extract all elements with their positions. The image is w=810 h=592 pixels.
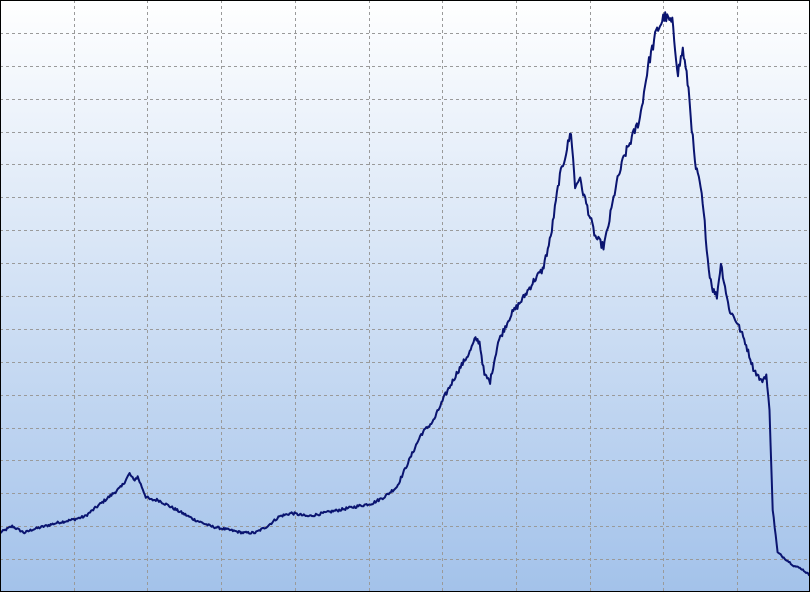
series-layer bbox=[0, 11, 810, 577]
series-line bbox=[0, 11, 810, 577]
